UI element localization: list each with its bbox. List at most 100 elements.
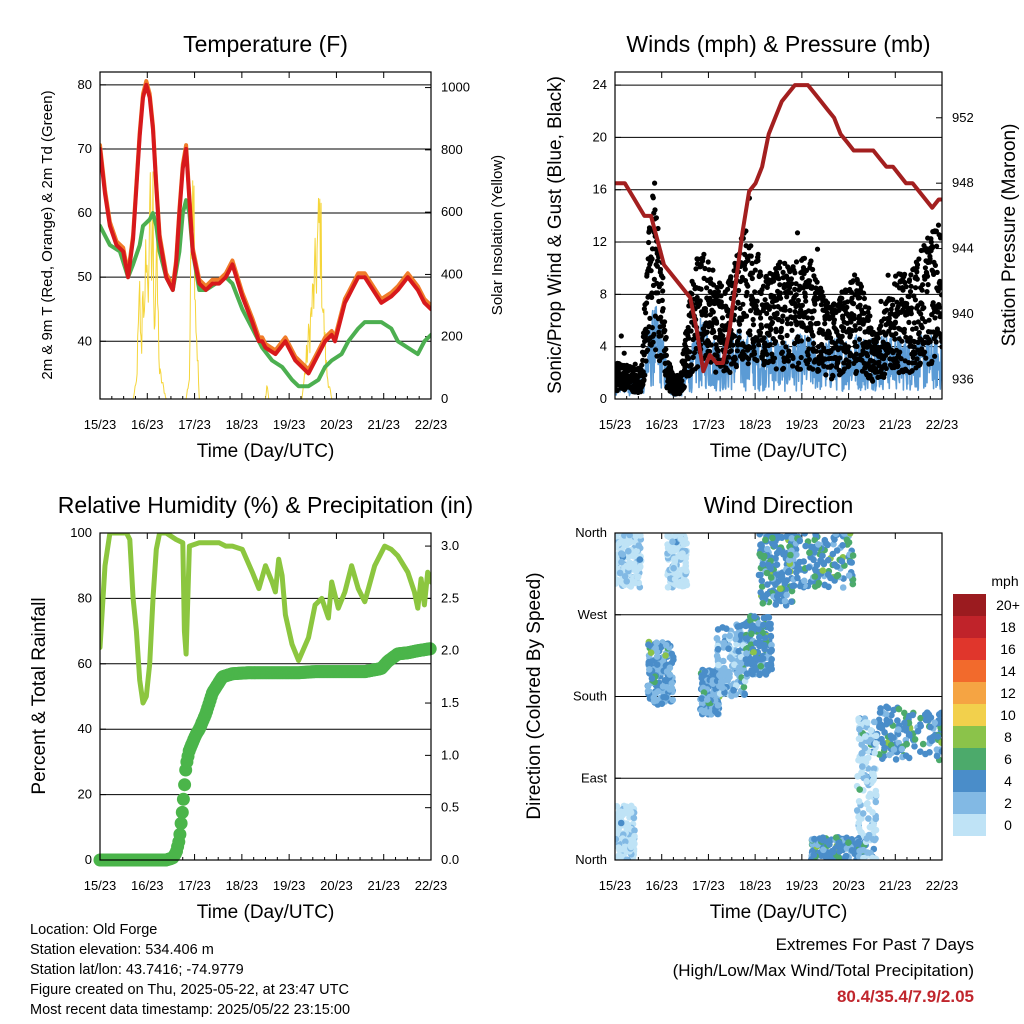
direction-point bbox=[919, 740, 927, 748]
gust-point bbox=[938, 233, 942, 239]
direction-point bbox=[845, 839, 852, 846]
gust-point bbox=[811, 340, 817, 347]
direction-point bbox=[870, 765, 878, 772]
gust-point bbox=[745, 361, 751, 367]
gust-point bbox=[732, 356, 738, 362]
direction-point bbox=[869, 771, 877, 778]
direction-point bbox=[621, 573, 629, 580]
gust-point bbox=[914, 262, 921, 268]
gust-point bbox=[748, 243, 754, 249]
direction-point bbox=[905, 730, 913, 738]
x-tick-label: 20/23 bbox=[832, 417, 865, 432]
direction-point bbox=[617, 819, 625, 827]
direction-point bbox=[911, 743, 918, 750]
direction-point bbox=[759, 600, 767, 607]
gust-point bbox=[710, 309, 716, 315]
gust-point bbox=[762, 340, 768, 346]
precip-points bbox=[93, 642, 437, 867]
direction-point bbox=[863, 778, 870, 785]
direction-point bbox=[859, 763, 866, 770]
direction-point bbox=[740, 683, 748, 691]
gust-point bbox=[808, 322, 814, 328]
direction-point bbox=[621, 843, 629, 851]
direction-point bbox=[788, 598, 795, 605]
direction-point bbox=[677, 578, 684, 586]
direction-point bbox=[623, 820, 631, 827]
gust-point bbox=[928, 239, 934, 245]
y-tick-label: 4 bbox=[600, 339, 607, 354]
y-right-axis-label: Solar Insolation (Yellow) bbox=[489, 155, 506, 315]
gust-point bbox=[659, 297, 665, 303]
y-tick-label: 20 bbox=[78, 787, 92, 802]
direction-point bbox=[618, 856, 625, 860]
direction-point bbox=[617, 808, 625, 815]
temperature-series bbox=[100, 79, 431, 399]
gust-point bbox=[932, 353, 938, 359]
gust-point bbox=[764, 310, 770, 317]
direction-point bbox=[615, 576, 620, 583]
direction-point bbox=[815, 541, 822, 548]
direction-point bbox=[652, 644, 659, 652]
gust-point bbox=[805, 336, 811, 342]
gust-point bbox=[736, 328, 743, 334]
gust-point bbox=[737, 321, 743, 327]
direction-point bbox=[860, 846, 867, 854]
gust-point bbox=[820, 294, 826, 300]
gust-point bbox=[705, 259, 711, 265]
direction-point bbox=[873, 791, 880, 799]
gust-point bbox=[836, 307, 842, 313]
colorbar-title: mph bbox=[991, 573, 1018, 589]
gust-point bbox=[868, 325, 874, 331]
y-tick-label: 0 bbox=[85, 852, 92, 867]
y-tick-label: 80 bbox=[78, 590, 92, 605]
gust-point bbox=[894, 299, 900, 305]
direction-point bbox=[811, 835, 818, 843]
gust-point bbox=[734, 348, 741, 354]
gust-point bbox=[838, 345, 844, 351]
direction-point bbox=[752, 654, 759, 662]
direction-point bbox=[872, 732, 880, 740]
direction-point bbox=[855, 825, 863, 832]
direction-point bbox=[820, 560, 828, 568]
gust-point bbox=[685, 356, 692, 362]
gust-point bbox=[906, 277, 913, 283]
gust-point bbox=[792, 309, 798, 315]
gust-point bbox=[767, 342, 773, 348]
x-tick-label: 19/23 bbox=[786, 417, 819, 432]
direction-point bbox=[822, 853, 830, 860]
direction-point bbox=[662, 694, 670, 701]
gust-point bbox=[795, 334, 801, 340]
gust-point bbox=[780, 269, 786, 275]
panel-temperature: Temperature (F) Time (Day/UTC) 15/23 16/23 1… bbox=[39, 31, 506, 462]
gust-point bbox=[917, 360, 923, 366]
gust-point bbox=[906, 319, 912, 325]
direction-point bbox=[862, 733, 869, 740]
gust-point bbox=[768, 315, 774, 321]
direction-point bbox=[938, 739, 942, 746]
gust-point bbox=[780, 365, 787, 371]
gust-point bbox=[912, 360, 918, 366]
direction-point bbox=[765, 561, 772, 569]
gust-point bbox=[650, 339, 656, 345]
gust-point bbox=[854, 343, 860, 349]
direction-point bbox=[834, 571, 842, 579]
gust-point bbox=[745, 257, 751, 263]
gust-point bbox=[764, 351, 770, 357]
direction-point bbox=[905, 754, 913, 762]
direction-point bbox=[806, 549, 813, 556]
gust-point bbox=[882, 371, 888, 377]
x-axis-label: Time (Day/UTC) bbox=[197, 902, 335, 923]
x-tick-label: 21/23 bbox=[879, 417, 912, 432]
gust-point bbox=[746, 356, 752, 362]
direction-point bbox=[750, 624, 758, 632]
x-axis-label: Time (Day/UTC) bbox=[710, 441, 848, 462]
colorbar-label: 8 bbox=[1004, 729, 1012, 745]
direction-point bbox=[872, 798, 880, 806]
direction-point bbox=[765, 614, 773, 621]
humidity-series bbox=[100, 533, 431, 706]
direction-point bbox=[741, 691, 749, 698]
gust-point bbox=[653, 347, 659, 353]
precip-point bbox=[176, 792, 190, 806]
gust-point bbox=[793, 259, 800, 265]
gust-point bbox=[929, 358, 935, 364]
